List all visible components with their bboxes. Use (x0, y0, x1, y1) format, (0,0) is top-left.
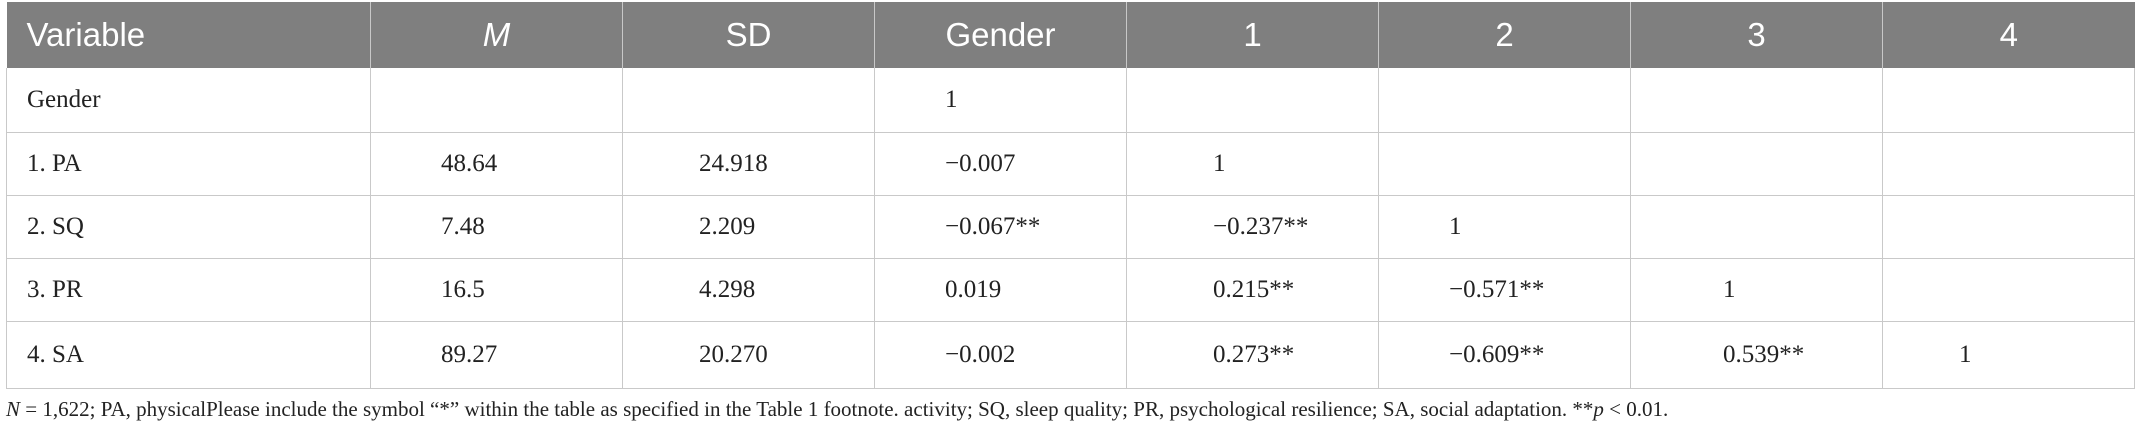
row-label-cell: Gender (6, 68, 371, 133)
footnote-text-end: < 0.01. (1603, 397, 1669, 421)
table-header-row: Variable M SD Gender 1 2 3 4 (6, 2, 2135, 68)
cell-value: 2.209 (699, 213, 756, 240)
cell-value: −0.007 (945, 150, 1016, 177)
table-cell: −0.609** (1378, 321, 1631, 389)
cell-value: 89.27 (441, 341, 498, 368)
table-cell: 16.5 (370, 258, 623, 322)
table-cell: 0.215** (1126, 258, 1379, 322)
cell-value: 4.298 (699, 276, 756, 303)
correlation-table: Variable M SD Gender 1 2 3 4 Gender 1 1. PA 48.64 2… (6, 2, 2135, 389)
cell-value: 20.270 (699, 341, 768, 368)
cell-value: 24.918 (699, 150, 768, 177)
table-cell: 20.270 (622, 321, 875, 389)
table-row: 4. SA 89.27 20.270 −0.002 0.273** −0.609** 0.5… (6, 321, 2135, 389)
cell-value: 1 (1449, 213, 1462, 240)
table-cell: 1 (1126, 132, 1379, 196)
column-header-2: SD (622, 2, 875, 68)
cell-value: −0.571** (1449, 276, 1545, 303)
table-cell (622, 68, 875, 133)
cell-value: −0.609** (1449, 341, 1545, 368)
table-cell: 1 (1378, 195, 1631, 259)
table-cell: −0.007 (874, 132, 1127, 196)
footnote-text-main: = 1,622; PA, physicalPlease include the … (20, 397, 1594, 421)
cell-value: 0.539** (1723, 341, 1805, 368)
table-cell: 89.27 (370, 321, 623, 389)
table-cell: 48.64 (370, 132, 623, 196)
table-cell: −0.067** (874, 195, 1127, 259)
table-cell (1630, 132, 1883, 196)
table-row: 3. PR 16.5 4.298 0.019 0.215** −0.571** 1 (6, 258, 2135, 322)
row-label-cell: 2. SQ (6, 195, 371, 259)
table-cell: 1 (1630, 258, 1883, 322)
cell-value: 1 (1959, 341, 1972, 368)
column-header-1: M (370, 2, 623, 68)
cell-value: 0.215** (1213, 276, 1295, 303)
cell-value: 48.64 (441, 150, 498, 177)
table-row: Gender 1 (6, 68, 2135, 133)
table-cell: 4.298 (622, 258, 875, 322)
table-cell (1378, 132, 1631, 196)
column-header-5: 2 (1378, 2, 1631, 68)
table-cell: 24.918 (622, 132, 875, 196)
table-cell: 0.539** (1630, 321, 1883, 389)
cell-value: 0.019 (945, 276, 1002, 303)
table-cell (1126, 68, 1379, 133)
table-cell: 2.209 (622, 195, 875, 259)
footnote-p-symbol: p (1593, 397, 1604, 421)
row-label-cell: 3. PR (6, 258, 371, 322)
cell-value: 7.48 (441, 213, 485, 240)
column-header-7: 4 (1882, 2, 2135, 68)
correlation-table-container: Variable M SD Gender 1 2 3 4 Gender 1 1. PA 48.64 2… (6, 2, 2135, 389)
column-header-6: 3 (1630, 2, 1883, 68)
table-cell: 1 (874, 68, 1127, 133)
table-row: 2. SQ 7.48 2.209 −0.067** −0.237** 1 (6, 195, 2135, 259)
row-label-cell: 1. PA (6, 132, 371, 196)
row-label-cell: 4. SA (6, 321, 371, 389)
table-cell: 1 (1882, 321, 2135, 389)
footnote-n-symbol: N (6, 397, 21, 421)
table-cell (1882, 132, 2135, 196)
cell-value: −0.002 (945, 341, 1016, 368)
table-cell: −0.002 (874, 321, 1127, 389)
cell-value: −0.237** (1213, 213, 1309, 240)
table-cell (1630, 68, 1883, 133)
cell-value: 0.273** (1213, 341, 1295, 368)
table-footnote: N = 1,622; PA, physicalPlease include th… (6, 397, 1668, 422)
column-header-3: Gender (874, 2, 1127, 68)
column-header-variable: Variable (6, 2, 371, 68)
table-cell: 7.48 (370, 195, 623, 259)
table-cell: −0.571** (1378, 258, 1631, 322)
table-cell (1882, 258, 2135, 322)
table-cell (1378, 68, 1631, 133)
table-body: Gender 1 1. PA 48.64 24.918 −0.007 1 2. SQ 7.48 2… (6, 68, 2135, 389)
table-cell: 0.019 (874, 258, 1127, 322)
table-cell: −0.237** (1126, 195, 1379, 259)
table-cell (370, 68, 623, 133)
column-header-4: 1 (1126, 2, 1379, 68)
table-cell (1882, 195, 2135, 259)
cell-value: 1 (1213, 150, 1226, 177)
cell-value: 1 (945, 86, 958, 113)
table-cell (1630, 195, 1883, 259)
table-cell (1882, 68, 2135, 133)
cell-value: 16.5 (441, 276, 485, 303)
cell-value: 1 (1723, 276, 1736, 303)
cell-value: −0.067** (945, 213, 1041, 240)
table-row: 1. PA 48.64 24.918 −0.007 1 (6, 132, 2135, 196)
table-cell: 0.273** (1126, 321, 1379, 389)
